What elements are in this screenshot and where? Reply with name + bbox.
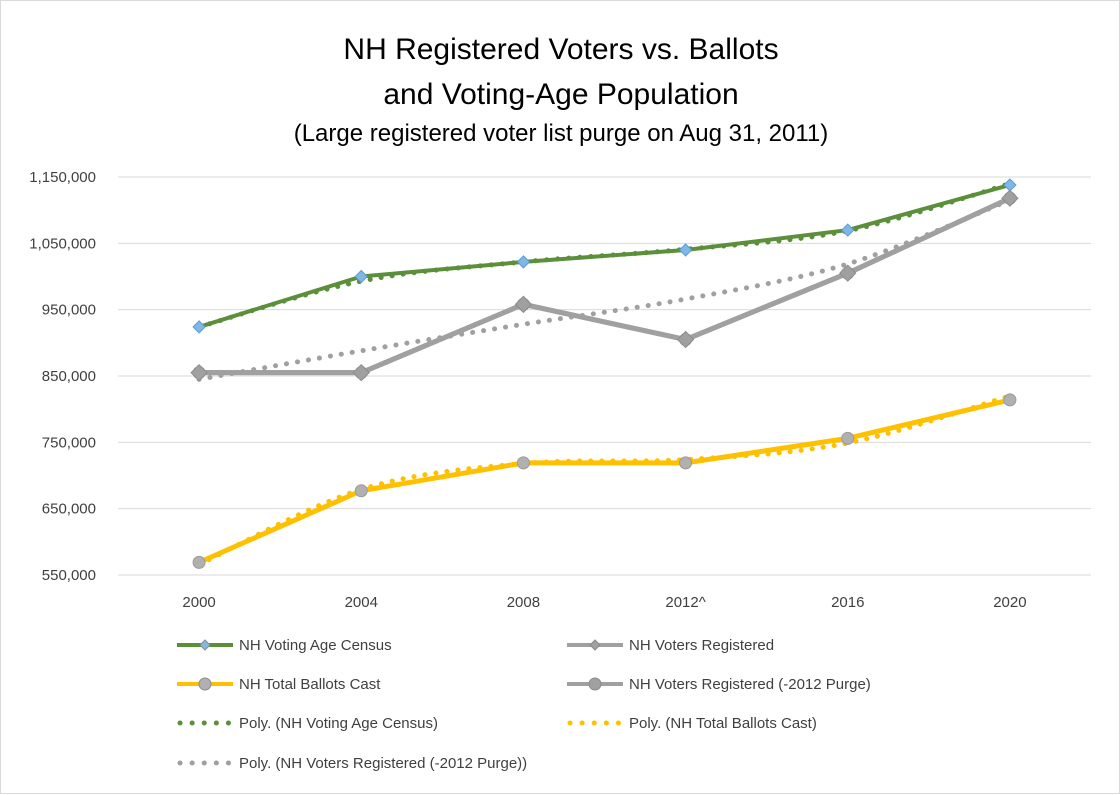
data-point xyxy=(678,243,693,257)
trendline-poly-nh-total-ballots-cast xyxy=(196,393,1013,567)
data-point xyxy=(354,484,368,498)
data-point xyxy=(1003,393,1017,407)
chart-title-line-1: NH Registered Voters vs. Ballots xyxy=(343,33,778,66)
chart-subtitle: (Large registered voter list purge on Au… xyxy=(294,120,829,147)
legend-item-poly-nh-voting-age-census: Poly. (NH Voting Age Census) xyxy=(177,715,438,732)
x-tick-label: 2020 xyxy=(993,594,1026,611)
chart-title-line-2: and Voting-Age Population xyxy=(383,78,738,111)
x-tick-label: 2012^ xyxy=(665,594,705,611)
legend-marker xyxy=(198,677,212,691)
data-point xyxy=(679,456,693,470)
data-point xyxy=(514,295,533,314)
data-point xyxy=(352,363,370,382)
series-line xyxy=(198,397,1011,565)
legend-label: NH Total Ballots Cast xyxy=(239,676,381,693)
legend-marker xyxy=(199,639,211,651)
series-nh-total-ballots-cast xyxy=(192,393,1017,569)
gridlines xyxy=(118,176,1091,576)
data-point xyxy=(190,363,208,382)
series-line xyxy=(199,195,1011,376)
data-point xyxy=(516,255,531,269)
legend-label: Poly. (NH Voting Age Census) xyxy=(239,715,438,732)
x-axis-tick-labels: 2000 2004 2008 2012^ 2016 2020 xyxy=(182,594,1026,611)
legend: NH Voting Age Census NH Voters Registered… xyxy=(177,637,871,772)
legend-label: NH Voting Age Census xyxy=(239,637,392,654)
data-point xyxy=(354,269,368,284)
y-tick-label: 750,000 xyxy=(42,434,96,451)
series-nh-voters-registered-2012-purge xyxy=(192,191,1017,380)
legend-marker xyxy=(588,677,602,691)
data-point xyxy=(1001,189,1019,207)
x-tick-label: 2016 xyxy=(831,594,864,611)
x-tick-label: 2000 xyxy=(182,594,215,611)
y-tick-label: 1,150,000 xyxy=(29,169,96,186)
data-point xyxy=(841,431,855,445)
data-point xyxy=(676,330,695,349)
legend-item-nh-voting-age-census: NH Voting Age Census xyxy=(177,637,392,654)
trendline-poly-nh-voters-registered-2012-purge xyxy=(196,197,1013,382)
legend-label: Poly. (NH Total Ballots Cast) xyxy=(629,715,817,732)
legend-label: NH Voters Registered (-2012 Purge) xyxy=(629,676,871,693)
legend-item-nh-voters-registered-2012-purge: NH Voters Registered (-2012 Purge) xyxy=(567,676,871,693)
series-line xyxy=(198,183,1011,329)
data-series xyxy=(190,178,1019,569)
legend-item-poly-nh-voters-registered-2012-purge: Poly. (NH Voters Registered (-2012 Purge… xyxy=(177,755,527,772)
legend-item-nh-voters-registered: NH Voters Registered xyxy=(567,637,774,654)
y-tick-label: 950,000 xyxy=(42,302,96,319)
series-line xyxy=(199,195,1011,376)
data-point xyxy=(192,320,206,334)
series-nh-voters-registered xyxy=(190,189,1019,382)
legend-item-nh-total-ballots-cast: NH Total Ballots Cast xyxy=(177,676,381,693)
legend-marker xyxy=(589,639,601,651)
data-point xyxy=(192,555,206,569)
legend-label: Poly. (NH Voters Registered (-2012 Purge… xyxy=(239,755,527,772)
data-point xyxy=(839,264,857,282)
y-tick-label: 1,050,000 xyxy=(29,235,96,252)
y-tick-label: 850,000 xyxy=(42,368,96,385)
data-point xyxy=(516,456,530,470)
legend-label: NH Voters Registered xyxy=(629,637,774,654)
legend-item-poly-nh-total-ballots-cast: Poly. (NH Total Ballots Cast) xyxy=(567,715,817,732)
data-point xyxy=(841,223,855,237)
y-axis-tick-labels: 550,000 650,000 750,000 850,000 950,000 1,050… xyxy=(29,169,96,584)
y-tick-label: 650,000 xyxy=(42,501,96,518)
data-point xyxy=(1003,178,1017,192)
y-tick-label: 550,000 xyxy=(42,567,96,584)
x-tick-label: 2004 xyxy=(345,594,378,611)
series-nh-voting-age-census xyxy=(192,178,1017,334)
x-tick-label: 2008 xyxy=(507,594,540,611)
